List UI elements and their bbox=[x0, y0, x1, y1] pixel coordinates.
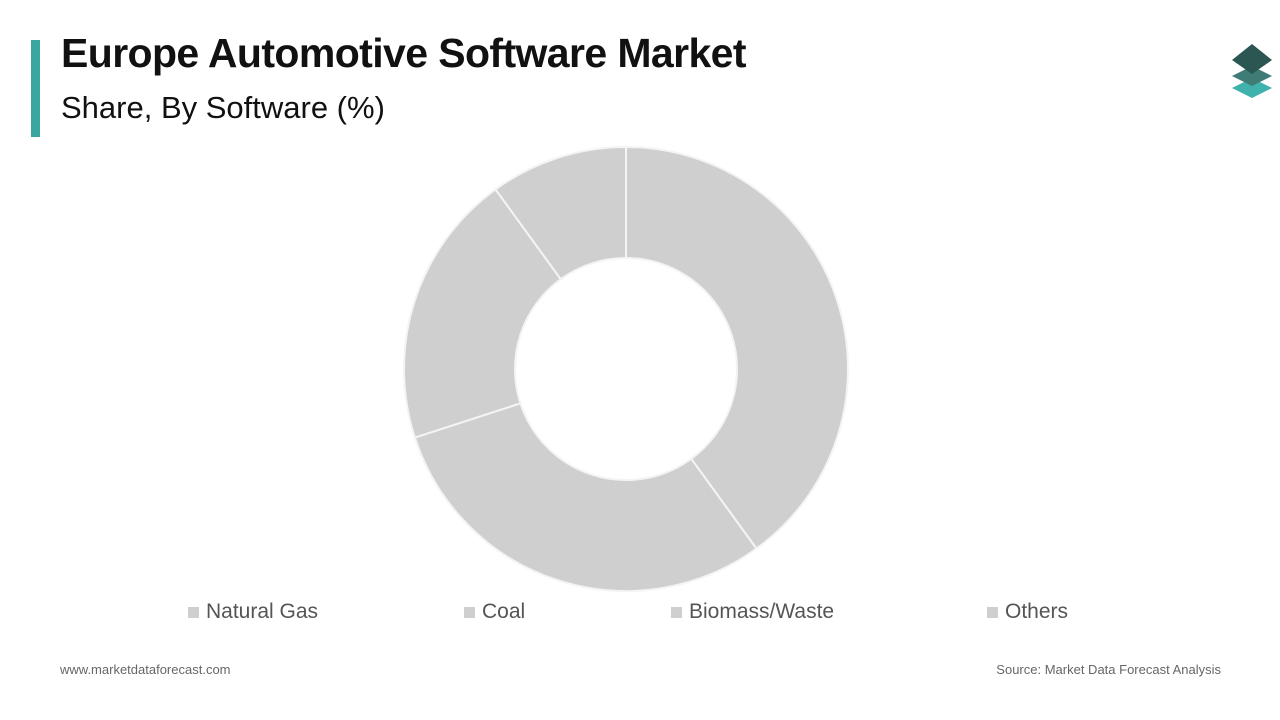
donut-slice-others bbox=[494, 145, 627, 281]
donut-slice-coal bbox=[413, 402, 758, 592]
legend-label: Natural Gas bbox=[206, 600, 319, 623]
source-note: Source: Market Data Forecast Analysis bbox=[996, 662, 1221, 677]
legend-swatch bbox=[188, 606, 199, 618]
chart-subtitle: Share, By Software (%) bbox=[61, 90, 385, 125]
legend-item: Coal bbox=[464, 600, 525, 624]
legend-item: Others bbox=[987, 600, 1068, 624]
legend-swatch bbox=[464, 606, 475, 618]
donut-slice-biomass-waste bbox=[403, 188, 563, 439]
legend-label: Coal bbox=[482, 600, 526, 623]
legend-swatch bbox=[671, 606, 682, 618]
donut-slice-natural-gas bbox=[625, 145, 849, 550]
legend-swatch bbox=[987, 606, 998, 618]
accent-bar bbox=[31, 40, 40, 137]
chart-title: Europe Automotive Software Market bbox=[61, 30, 747, 76]
legend-label: Biomass/Waste bbox=[689, 600, 835, 623]
legend-label: Others bbox=[1005, 600, 1069, 623]
stacked-layers-icon bbox=[1232, 44, 1272, 98]
legend-item: Biomass/Waste bbox=[671, 600, 834, 624]
legend-item: Natural Gas bbox=[188, 600, 318, 624]
website-url: www.marketdataforecast.com bbox=[60, 662, 231, 677]
chart-legend: Natural Gas Coal Biomass/Waste Others bbox=[0, 600, 1280, 628]
